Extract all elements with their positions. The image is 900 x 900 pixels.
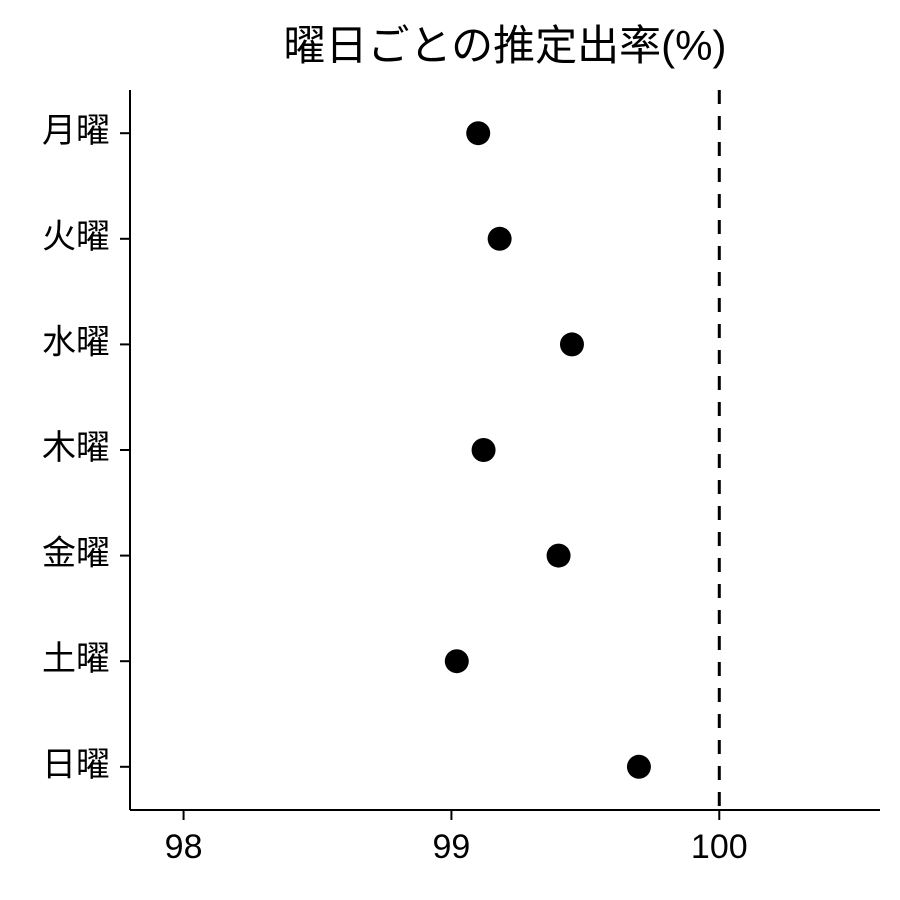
chart-title: 曜日ごとの推定出率(%) — [284, 22, 727, 69]
y-tick-label: 月曜 — [42, 112, 110, 150]
y-tick-label: 火曜 — [42, 218, 110, 256]
data-point — [445, 649, 469, 673]
data-point — [488, 227, 512, 251]
y-tick-label: 水曜 — [42, 323, 110, 361]
y-tick-label: 金曜 — [42, 535, 110, 573]
data-point — [547, 544, 571, 568]
x-tick-label: 98 — [165, 828, 203, 866]
data-point — [472, 438, 496, 462]
x-tick-label: 100 — [691, 828, 748, 866]
x-tick-label: 99 — [433, 828, 471, 866]
data-point — [627, 755, 651, 779]
y-tick-label: 木曜 — [42, 429, 110, 467]
data-point — [560, 332, 584, 356]
chart-container: 曜日ごとの推定出率(%) 98 99 100 月曜火曜水曜木曜金曜土曜日曜 — [0, 0, 900, 900]
y-tick-label: 土曜 — [42, 640, 110, 678]
dot-plot-chart: 曜日ごとの推定出率(%) 98 99 100 月曜火曜水曜木曜金曜土曜日曜 — [0, 0, 900, 900]
data-point — [466, 121, 490, 145]
y-tick-label: 日曜 — [42, 746, 110, 784]
